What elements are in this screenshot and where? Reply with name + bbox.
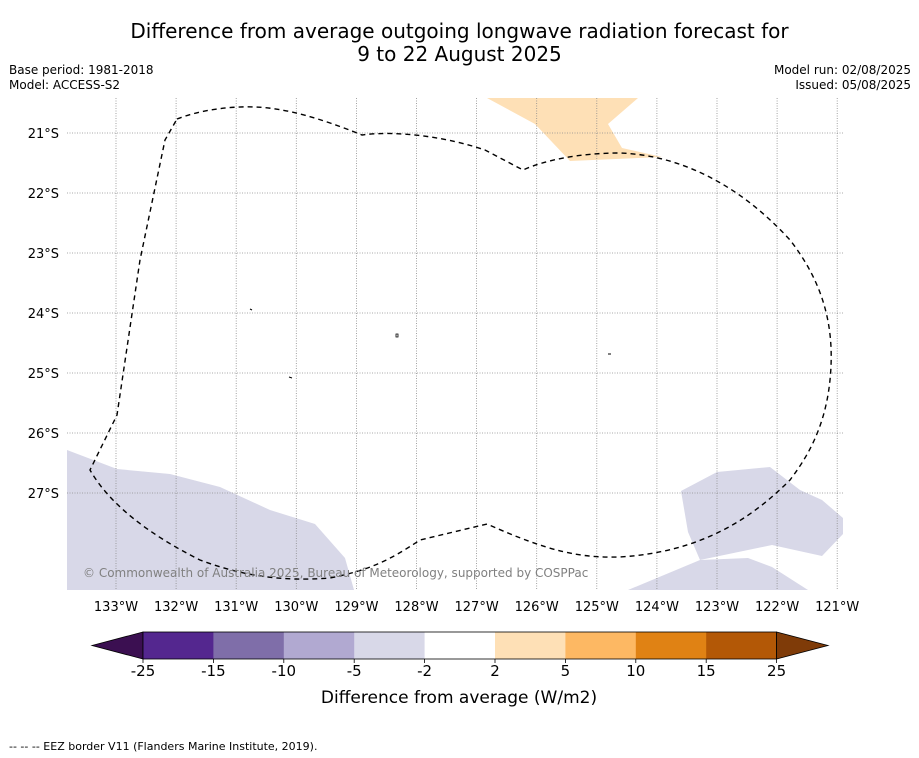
colorbar-segment <box>283 632 355 659</box>
colorbar-segment <box>635 632 707 659</box>
issued-date: Issued: 05/08/2025 <box>795 78 911 92</box>
colorbar-segment <box>143 632 214 659</box>
colorbar-segment <box>565 632 637 659</box>
colorbar-tick-label: 15 <box>697 662 716 680</box>
colorbar-extend-low <box>90 631 144 660</box>
lat-label: 22°S <box>28 187 59 202</box>
colorbar-label: Difference from average (W/m2) <box>321 688 597 708</box>
lat-label: 27°S <box>28 487 59 502</box>
island-4 <box>288 376 293 379</box>
lon-label: 129°W <box>334 600 378 615</box>
lon-label: 133°W <box>94 600 138 615</box>
longitude-labels: 133°W 132°W 131°W 130°W 129°W 128°W 127°W 126°W… <box>94 600 860 615</box>
anomaly-region-negative-southeast <box>681 467 843 560</box>
colorbar-segment <box>706 632 778 659</box>
lon-label: 130°W <box>274 600 318 615</box>
colorbar-tick-label: -2 <box>417 662 432 680</box>
anomaly-region-negative-southwest <box>67 450 354 590</box>
eez-legend-note: -- -- -- EEZ border V11 (Flanders Marine… <box>9 740 318 753</box>
colorbar-tick-label: -10 <box>272 662 297 680</box>
map-area <box>67 98 843 590</box>
colorbar-segment <box>495 632 566 659</box>
lon-label: 122°W <box>755 600 799 615</box>
map-title-line2: 9 to 22 August 2025 <box>357 42 562 66</box>
lon-label: 121°W <box>815 600 859 615</box>
base-period: Base period: 1981-2018 <box>9 63 154 77</box>
anomaly-region-negative-south <box>628 558 808 590</box>
colorbar-tick-label: 2 <box>490 662 500 680</box>
colorbar-tick-label: -5 <box>347 662 362 680</box>
island-2 <box>395 333 399 338</box>
lon-label: 127°W <box>455 600 499 615</box>
colorbar-tick-label: -25 <box>131 662 156 680</box>
colorbar-tick-label: 5 <box>561 662 571 680</box>
lon-label: 123°W <box>695 600 739 615</box>
model-run: Model run: 02/08/2025 <box>773 63 911 77</box>
colorbar <box>90 631 830 663</box>
lat-label: 21°S <box>28 127 59 142</box>
island-1 <box>249 308 253 311</box>
colorbar-extend-high <box>776 631 830 660</box>
colorbar-segment <box>354 632 426 659</box>
colorbar-outline <box>142 631 777 660</box>
lat-label: 23°S <box>28 247 59 262</box>
lat-label: 26°S <box>28 427 59 442</box>
anomaly-region-positive-north <box>487 98 662 161</box>
colorbar-tick-labels: -25 -15 -10 -5 -2 2 5 10 15 25 <box>131 662 786 680</box>
lat-label: 25°S <box>28 367 59 382</box>
lon-label: 124°W <box>635 600 679 615</box>
lat-label: 24°S <box>28 307 59 322</box>
colorbar-tick-label: 25 <box>767 662 786 680</box>
lon-label: 125°W <box>575 600 619 615</box>
map-title-line1: Difference from average outgoing longwav… <box>130 19 789 43</box>
colorbar-segment <box>213 632 285 659</box>
lon-label: 131°W <box>214 600 258 615</box>
latitude-labels: 21°S 22°S 23°S 24°S 25°S 26°S 27°S <box>28 127 59 502</box>
colorbar-tick-label: -15 <box>201 662 226 680</box>
copyright-notice: © Commonwealth of Australia 2025, Bureau… <box>83 566 588 580</box>
eez-border <box>89 106 832 580</box>
colorbar-segment <box>424 632 496 659</box>
lon-label: 128°W <box>394 600 438 615</box>
graticule <box>67 98 843 590</box>
colorbar-tick-label: 10 <box>626 662 645 680</box>
lon-label: 126°W <box>515 600 559 615</box>
model-name: Model: ACCESS-S2 <box>9 78 121 92</box>
lon-label: 132°W <box>154 600 198 615</box>
